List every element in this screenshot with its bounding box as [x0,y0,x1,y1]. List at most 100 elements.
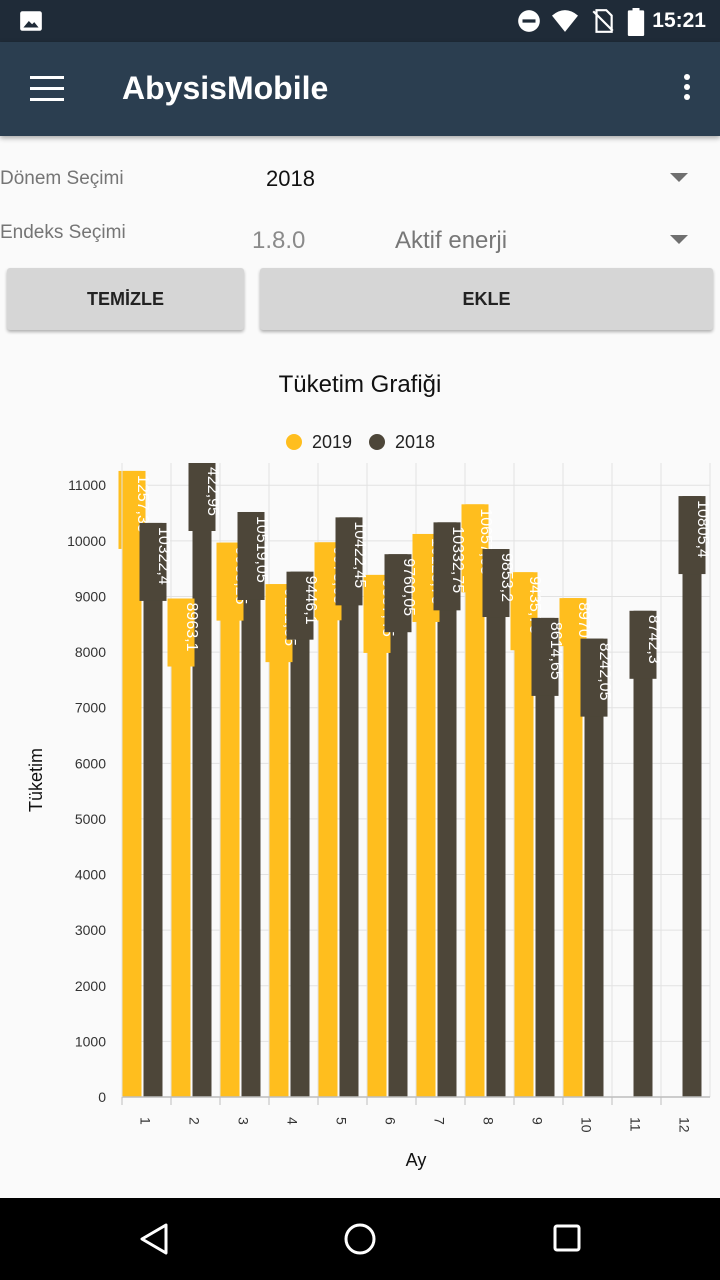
y-tick-label: 2000 [75,978,106,994]
data-label-2018-10: 8242,05 [596,643,613,701]
bar-2019-6 [367,574,387,1097]
data-label-bg [167,598,195,667]
data-label-2019-10: 8970 [575,602,592,638]
bar-2019-8 [465,504,485,1097]
legend-marker-2019 [286,434,302,450]
battery-icon [627,8,645,36]
data-label-bg [237,511,265,600]
data-label-bg [188,463,216,531]
x-tick-label: 4 [285,1117,301,1125]
data-label-2018-8: 9853,2 [498,553,515,602]
data-label-2019-1: 1257,35 [134,475,151,533]
y-tick-label: 5000 [75,811,106,827]
no-sim-icon [592,9,614,33]
wifi-icon [552,10,578,32]
bar-2019-3 [220,542,240,1097]
x-tick-label: 12 [677,1117,693,1133]
y-tick-label: 8000 [75,644,106,660]
add-button[interactable]: EKLE [260,268,713,330]
bar-2018-7 [437,522,457,1097]
recents-icon[interactable] [551,1222,583,1254]
period-label: Dönem Seçimi [0,168,124,189]
chart-data-labels: 1257,358963,19968,259221,859973,659387,4… [118,463,711,717]
index-select-value[interactable]: Aktif enerji [395,227,508,254]
index-label: Endeks Seçimi [0,222,126,243]
bar-2019-9 [514,572,534,1097]
navigation-bar [0,1198,720,1280]
x-tick-label: 5 [334,1117,350,1125]
data-label-2018-12: 10805,4 [694,500,711,558]
y-tick-label: 11000 [68,477,106,493]
data-label-bg [559,598,587,647]
bar-2018-1 [143,522,163,1097]
x-tick-label: 10 [579,1117,595,1133]
bar-2018-8 [486,549,506,1097]
image-icon [20,11,42,31]
x-tick-label: 3 [236,1117,252,1125]
app-bar: AbysisMobile [0,42,720,136]
x-tick-label: 7 [432,1117,448,1125]
data-label-2018-9: 8614,65 [547,622,564,680]
legend-label-2018: 2018 [395,432,435,452]
x-tick-label: 1 [138,1117,154,1125]
data-label-2018-5: 10422,45 [351,521,368,588]
data-label-2018-11: 8742,3 [645,615,662,664]
bar-2018-3 [241,511,261,1097]
bar-2019-2 [171,598,191,1097]
data-label-2018-1: 10322,4 [155,527,172,585]
bar-2018-10 [584,638,604,1097]
more-vert-icon[interactable] [682,74,692,104]
bar-2018-4 [290,571,310,1097]
data-label-2018-6: 9760,05 [400,558,417,616]
legend-label-2019: 2019 [312,432,352,452]
bar-2019-10 [563,598,583,1097]
chart-legend: 2019 2018 [286,432,435,452]
data-label-bg [433,522,461,611]
data-label-bg [482,549,510,618]
chart-title: Tüketim Grafiği [279,371,442,398]
data-label-bg [139,522,167,601]
data-label-2018-4: 9446,1 [302,576,319,625]
bar-2018-11 [633,610,653,1097]
data-label-bg [531,617,559,696]
back-icon[interactable] [138,1222,170,1256]
y-tick-label: 6000 [75,755,106,771]
data-label-bg [580,638,608,717]
bar-2019-7 [416,533,436,1097]
x-tick-label: 11 [628,1117,644,1132]
bar-2018-2 [192,463,212,1097]
x-tick-label: 9 [530,1117,546,1125]
do-not-disturb-icon [518,10,540,32]
index-code: 1.8.0 [252,227,306,254]
data-label-bg [286,571,314,640]
y-tick-label: 3000 [75,922,106,938]
index-dropdown-caret-icon[interactable] [670,235,688,244]
data-label-2019-2: 8963,1 [183,603,200,652]
y-tick-label: 4000 [75,867,106,883]
y-tick-label: 9000 [75,588,106,604]
bar-2019-5 [318,542,338,1097]
data-label-2018-3: 10519,05 [253,516,270,583]
clock: 15:21 [652,9,706,32]
clear-button[interactable]: TEMİZLE [7,268,244,330]
legend-marker-2018 [369,434,385,450]
x-tick-label: 6 [383,1117,399,1125]
status-bar: 15:21 [0,0,720,42]
home-icon[interactable] [343,1222,377,1256]
x-tick-label: 8 [481,1117,497,1125]
bar-2018-9 [535,617,555,1097]
bar-2018-12 [682,496,702,1097]
x-axis-label: Ay [406,1150,427,1170]
data-label-2018-7: 10332,75 [449,526,466,593]
bar-2019-4 [269,584,289,1097]
hamburger-menu-icon[interactable] [30,76,64,102]
chart-bars [122,463,702,1097]
x-tick-label: 2 [187,1117,203,1125]
y-axis-label: Tüketim [26,748,46,812]
period-select-value[interactable]: 2018 [266,166,315,191]
y-tick-label: 1000 [75,1033,106,1049]
y-tick-label: 0 [98,1089,106,1105]
period-dropdown-caret-icon[interactable] [670,173,688,182]
chart-axes: 0 1000 2000 3000 4000 5000 6000 7000 8000 9000 100… [67,463,710,1133]
